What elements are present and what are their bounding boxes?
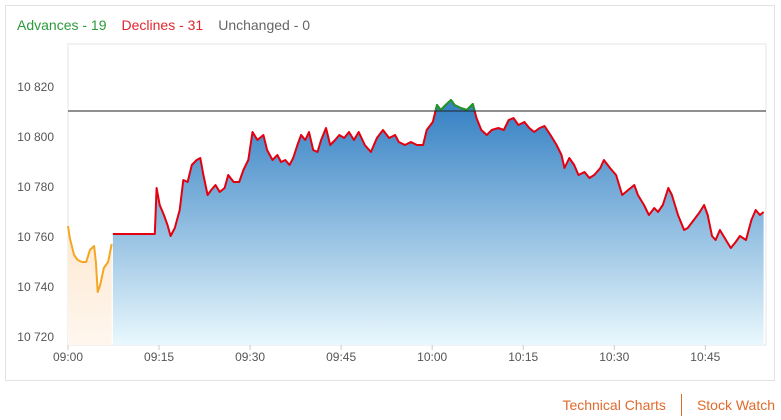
footer-links: Technical Charts Stock Watch bbox=[562, 394, 775, 416]
x-tick-label: 10:00 bbox=[417, 350, 447, 364]
area bbox=[68, 226, 112, 345]
separator bbox=[680, 394, 682, 416]
x-tick-label: 10:15 bbox=[508, 350, 538, 364]
chart-frame bbox=[5, 5, 775, 381]
breadth-legend: Advances - 19 Declines - 31 Unchanged - 0 bbox=[17, 17, 310, 33]
x-tick-label: 09:00 bbox=[53, 350, 83, 364]
footer-link[interactable]: Technical Charts bbox=[562, 397, 666, 413]
x-tick-label: 09:30 bbox=[235, 350, 265, 364]
y-tick-label: 10 760 bbox=[17, 230, 54, 244]
y-tick-label: 10 720 bbox=[17, 330, 54, 344]
chart: 10 720 10 740 10 760 10 780 10 800 10 820 09:0… bbox=[17, 43, 767, 364]
breadth-item: Declines - 31 bbox=[121, 17, 204, 33]
x-tick-label: 10:30 bbox=[599, 350, 629, 364]
x-tick-label: 09:15 bbox=[144, 350, 174, 364]
y-tick-label: 10 820 bbox=[17, 80, 54, 94]
area bbox=[112, 100, 764, 345]
breadth-item: Unchanged - 0 bbox=[218, 17, 311, 33]
line-above-reference bbox=[434, 99, 476, 111]
y-tick-label: 10 800 bbox=[17, 130, 54, 144]
breadth-item: Advances - 19 bbox=[17, 17, 107, 33]
y-tick-label: 10 780 bbox=[17, 180, 54, 194]
footer-link[interactable]: Stock Watch bbox=[696, 397, 775, 413]
x-tick-label: 10:45 bbox=[690, 350, 720, 364]
x-tick-label: 09:45 bbox=[326, 350, 356, 364]
line bbox=[67, 225, 113, 293]
y-tick-label: 10 740 bbox=[17, 280, 54, 294]
